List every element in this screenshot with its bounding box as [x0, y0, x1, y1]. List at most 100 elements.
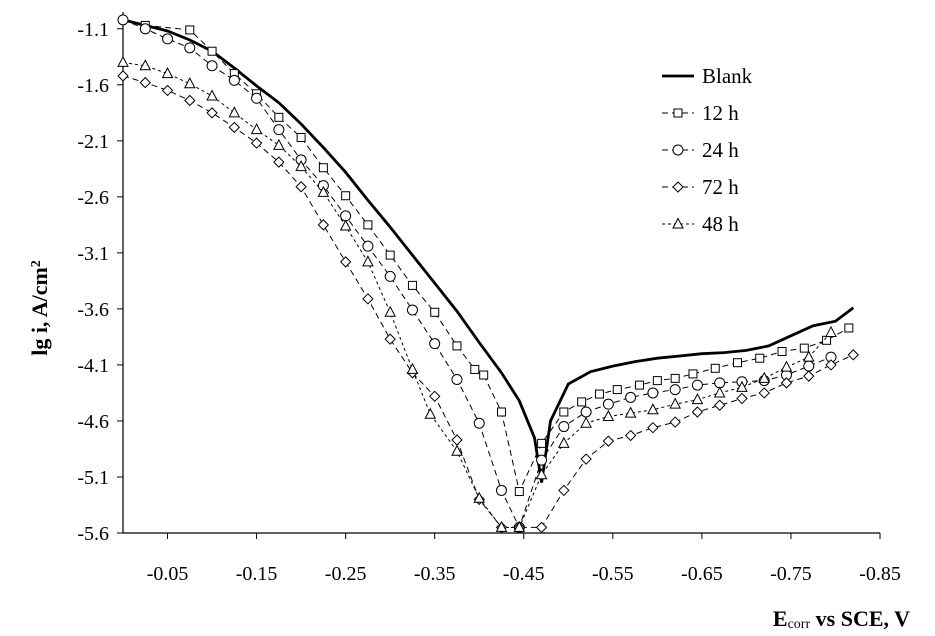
y-tick-label: -4.1 [77, 355, 109, 377]
data-point [647, 387, 659, 399]
data-point [647, 421, 659, 434]
data-point [847, 349, 859, 361]
x-tick-label: -0.05 [147, 563, 189, 585]
data-point [452, 341, 462, 351]
data-point [206, 107, 218, 119]
data-point [713, 399, 726, 411]
data-point [340, 210, 352, 222]
legend-item-72h: 72 h [662, 175, 739, 199]
legend-label: 12 h [702, 101, 739, 125]
data-point [428, 390, 441, 403]
legend-label: 24 h [702, 138, 739, 162]
data-point [669, 416, 681, 428]
data-point [161, 84, 174, 97]
data-point [184, 94, 196, 107]
data-point [139, 76, 151, 89]
data-point [652, 376, 662, 386]
legend-item-48h: 48 h [662, 212, 739, 236]
data-point [250, 137, 263, 149]
x-axis-title-rest: vs SCE, V [810, 606, 910, 631]
data-point [384, 333, 396, 345]
data-point [317, 185, 330, 197]
data-point [802, 350, 815, 362]
data-point [558, 421, 570, 433]
plot-area [117, 14, 859, 534]
data-point [384, 270, 396, 282]
data-point [559, 407, 569, 417]
data-point [470, 364, 480, 374]
data-point [207, 46, 217, 56]
legend-marker [672, 217, 684, 229]
data-point [602, 409, 615, 421]
data-point [669, 397, 681, 409]
data-point [635, 380, 645, 390]
data-point [407, 280, 417, 290]
y-axis-title: lg i, A/cm2 [27, 260, 52, 356]
legend-label: 72 h [702, 175, 739, 199]
data-point [825, 325, 837, 337]
data-point [625, 391, 637, 403]
data-point [780, 377, 793, 389]
data-point [803, 370, 815, 382]
data-point [117, 14, 129, 26]
series-line-72h [122, 75, 854, 528]
data-point [139, 23, 151, 35]
data-point [228, 106, 241, 118]
x-tick-label: -0.25 [325, 563, 367, 585]
data-point [803, 360, 815, 372]
data-point [406, 362, 419, 374]
x-tick-label: -0.15 [236, 563, 278, 585]
series-line-blank [122, 18, 855, 483]
legend-marker [673, 108, 683, 118]
series-line-12h [145, 24, 850, 494]
data-point [295, 181, 307, 193]
data-point [161, 67, 174, 79]
data-point [117, 70, 129, 82]
series-line-48h [122, 61, 832, 528]
data-point [385, 250, 395, 260]
data-point [451, 434, 463, 446]
data-point [535, 521, 548, 534]
data-point [535, 468, 548, 480]
data-point [451, 444, 463, 456]
y-tick-label: -2.6 [77, 187, 109, 209]
data-point [710, 363, 720, 373]
data-point [691, 379, 703, 391]
series-48h [117, 55, 837, 532]
y-tick-label: -5.6 [77, 523, 109, 545]
data-point [184, 42, 196, 54]
data-point [473, 417, 485, 429]
data-point [624, 406, 637, 418]
data-point [362, 240, 374, 252]
data-point [139, 59, 152, 71]
data-point [206, 60, 218, 72]
data-point [273, 156, 285, 168]
x-tick-label: -0.35 [414, 563, 456, 585]
data-point [825, 359, 837, 371]
data-point [317, 219, 330, 231]
data-point [514, 487, 524, 497]
series-72h [117, 70, 859, 534]
x-tick-label: -0.65 [681, 563, 723, 585]
data-point [228, 121, 241, 134]
data-point [296, 132, 306, 142]
data-point [558, 436, 570, 448]
data-point [602, 398, 614, 410]
data-point [780, 360, 793, 372]
x-axis-ticks: -0.05 -0.15 -0.25 -0.35 -0.45 -0.55 -0.65 -0.75… [147, 533, 901, 585]
data-point [688, 369, 698, 379]
data-point [513, 520, 526, 532]
data-point [295, 160, 307, 172]
data-point [206, 89, 218, 101]
y-tick-label: -4.6 [77, 411, 109, 433]
x-axis-title: Ecorr vs SCE, V [773, 606, 910, 632]
data-point [624, 429, 637, 442]
data-point [580, 453, 592, 465]
x-tick-label: -0.85 [859, 563, 901, 585]
y-tick-label: -1.6 [77, 75, 109, 97]
y-tick-label: -2.1 [77, 131, 109, 153]
x-tick-label: -0.55 [592, 563, 634, 585]
data-point [363, 220, 373, 230]
series-24h [117, 14, 837, 533]
